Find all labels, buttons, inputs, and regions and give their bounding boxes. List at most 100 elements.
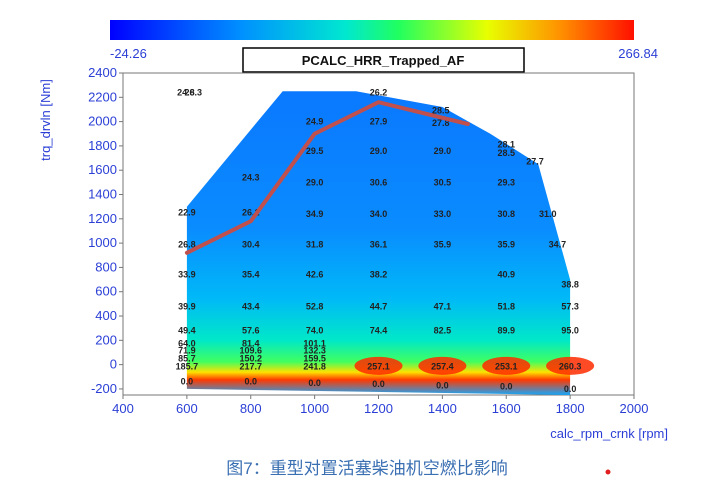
data-label: 35.9 xyxy=(434,239,452,249)
data-label: 95.0 xyxy=(561,326,579,336)
y-tick-label: 800 xyxy=(95,259,117,274)
y-axis-label: trq_drvln [Nm] xyxy=(38,79,53,161)
data-label: 253.1 xyxy=(495,361,518,371)
colorbar xyxy=(110,20,634,40)
data-label: 24.3 xyxy=(242,172,260,182)
data-label: 28.5 xyxy=(497,148,515,158)
data-label: 26.1 xyxy=(242,208,260,218)
y-tick-label: 400 xyxy=(95,308,117,323)
data-label: 43.4 xyxy=(242,301,260,311)
data-label: 36.1 xyxy=(370,239,388,249)
data-label: 24.9 xyxy=(306,117,324,127)
data-label: 38.2 xyxy=(370,270,388,280)
data-label: 0.0 xyxy=(500,381,513,391)
y-tick-label: 1400 xyxy=(88,187,117,202)
data-label: 57.3 xyxy=(561,301,579,311)
data-label: 71.9 xyxy=(178,346,196,356)
data-label: 30.6 xyxy=(370,177,388,187)
data-label: 85.7 xyxy=(178,354,196,364)
y-tick-label: 2400 xyxy=(88,65,117,80)
y-tick-label: 200 xyxy=(95,332,117,347)
x-tick-label: 1000 xyxy=(300,401,329,416)
data-label: 26.2 xyxy=(370,87,388,97)
data-label: 0.0 xyxy=(436,380,449,390)
data-label: 24.8 xyxy=(177,87,195,97)
series-line xyxy=(184,100,470,255)
data-label: 34.7 xyxy=(549,239,567,249)
data-label: 35.9 xyxy=(497,239,515,249)
data-label: 28.1 xyxy=(497,140,515,150)
data-label: 185.7 xyxy=(176,361,199,371)
data-label: 47.1 xyxy=(434,301,452,311)
data-label: 0.0 xyxy=(564,384,577,394)
data-label: 64.0 xyxy=(178,338,196,348)
data-label: 29.0 xyxy=(434,146,452,156)
data-label: 109.6 xyxy=(239,346,262,356)
data-label: 33.9 xyxy=(178,270,196,280)
data-label: 29.3 xyxy=(497,177,515,187)
data-label: 27.7 xyxy=(526,157,544,167)
data-label: 101.1 xyxy=(303,338,326,348)
data-label: 27.8 xyxy=(432,118,450,128)
hot-spot xyxy=(418,356,467,375)
x-tick-label: 800 xyxy=(240,401,262,416)
data-label: 257.1 xyxy=(367,361,390,371)
x-tick-label: 1800 xyxy=(556,401,585,416)
y-tick-label: 1800 xyxy=(88,138,117,153)
x-tick-label: 600 xyxy=(176,401,198,416)
data-label: 241.8 xyxy=(303,361,326,371)
data-label: 159.5 xyxy=(303,354,326,364)
y-tick-label: 2200 xyxy=(88,89,117,104)
heat-field xyxy=(186,91,571,395)
data-label: 31.8 xyxy=(306,239,324,249)
data-label: 38.8 xyxy=(561,279,579,289)
data-label: 51.8 xyxy=(497,301,515,311)
data-label: 132.3 xyxy=(303,346,326,356)
y-tick-label: 1000 xyxy=(88,235,117,250)
data-label: 257.4 xyxy=(431,361,454,371)
data-label: 0.0 xyxy=(181,377,194,387)
x-tick-label: 1600 xyxy=(492,401,521,416)
hot-spot xyxy=(354,356,403,375)
data-label: 35.4 xyxy=(242,270,260,280)
x-tick-label: 1400 xyxy=(428,401,457,416)
x-tick-label: 400 xyxy=(112,401,134,416)
data-label: 27.9 xyxy=(370,117,388,127)
chart-title: PCALC_HRR_Trapped_AF xyxy=(302,53,465,68)
x-tick-label: 1200 xyxy=(364,401,393,416)
colorbar-max-label: 266.84 xyxy=(618,46,658,61)
data-label: 34.9 xyxy=(306,209,324,219)
figure-caption: 图7：重型对置活塞柴油机空燃比影响 xyxy=(226,459,507,478)
data-label: 52.8 xyxy=(306,301,324,311)
data-label: 57.6 xyxy=(242,326,260,336)
data-label: 28.5 xyxy=(432,106,450,116)
y-tick-label: 1200 xyxy=(88,211,117,226)
data-label: 34.0 xyxy=(370,209,388,219)
data-label: 29.0 xyxy=(370,146,388,156)
data-label: 26.3 xyxy=(184,87,202,97)
data-label: 26.8 xyxy=(178,239,196,249)
data-label: 0.0 xyxy=(372,379,385,389)
data-label: 44.7 xyxy=(370,301,388,311)
x-tick-label: 2000 xyxy=(620,401,649,416)
caption-dot xyxy=(605,469,611,475)
colorbar-min-label: -24.26 xyxy=(110,46,147,61)
y-tick-label: 1600 xyxy=(88,162,117,177)
x-axis-label: calc_rpm_crnk [rpm] xyxy=(550,426,668,441)
y-tick-label: -200 xyxy=(91,381,117,396)
data-label: 74.0 xyxy=(306,326,324,336)
hot-spot xyxy=(482,356,531,375)
data-label: 49.4 xyxy=(178,326,196,336)
data-label: 40.9 xyxy=(497,270,515,280)
data-label: 89.9 xyxy=(497,326,515,336)
y-tick-label: 600 xyxy=(95,284,117,299)
data-label: 29.5 xyxy=(306,146,324,156)
data-label: 30.5 xyxy=(434,177,452,187)
data-label: 30.8 xyxy=(497,209,515,219)
data-label: 33.0 xyxy=(434,209,452,219)
data-label: 39.9 xyxy=(178,301,196,311)
data-label: 29.0 xyxy=(306,177,324,187)
data-label: 260.3 xyxy=(559,361,582,371)
data-label: 0.0 xyxy=(308,378,321,388)
